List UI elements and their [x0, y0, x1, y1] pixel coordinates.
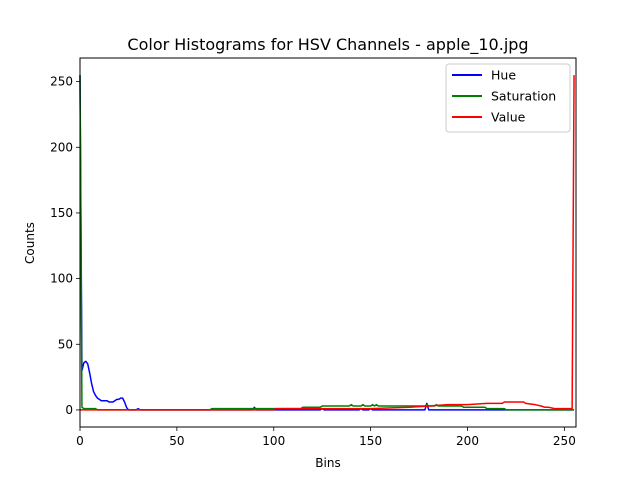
- x-tick-label: 50: [169, 434, 184, 448]
- x-tick-label: 200: [456, 434, 479, 448]
- y-axis-label: Counts: [23, 222, 37, 264]
- series-layer: [79, 75, 575, 411]
- series-line-value: [80, 75, 575, 411]
- x-axis-ticks: 0 50 100 150 200 250: [76, 427, 576, 448]
- x-tick-label: 0: [76, 434, 84, 448]
- legend-label-hue: Hue: [491, 68, 516, 83]
- plot-frame: [79, 57, 577, 428]
- legend-box: [445, 63, 571, 133]
- y-tick-label: 150: [50, 206, 73, 220]
- legend: Hue Saturation Value: [445, 63, 571, 133]
- y-axis-ticks: 0 50 100 150 200 250: [50, 75, 80, 417]
- y-tick-label: 200: [50, 140, 73, 154]
- legend-label-value: Value: [491, 110, 526, 125]
- x-axis-label: Bins: [315, 456, 340, 470]
- series-line-saturation: [79, 75, 575, 411]
- legend-label-saturation: Saturation: [491, 89, 556, 104]
- y-tick-label: 100: [50, 272, 73, 286]
- y-tick-label: 0: [65, 403, 73, 417]
- y-tick-label: 250: [50, 75, 73, 89]
- x-tick-label: 100: [262, 434, 285, 448]
- x-tick-label: 150: [359, 434, 382, 448]
- y-tick-label: 50: [58, 337, 73, 351]
- series-line-hue: [79, 75, 575, 411]
- x-tick-label: 250: [553, 434, 576, 448]
- chart-title: Color Histograms for HSV Channels - appl…: [127, 35, 528, 55]
